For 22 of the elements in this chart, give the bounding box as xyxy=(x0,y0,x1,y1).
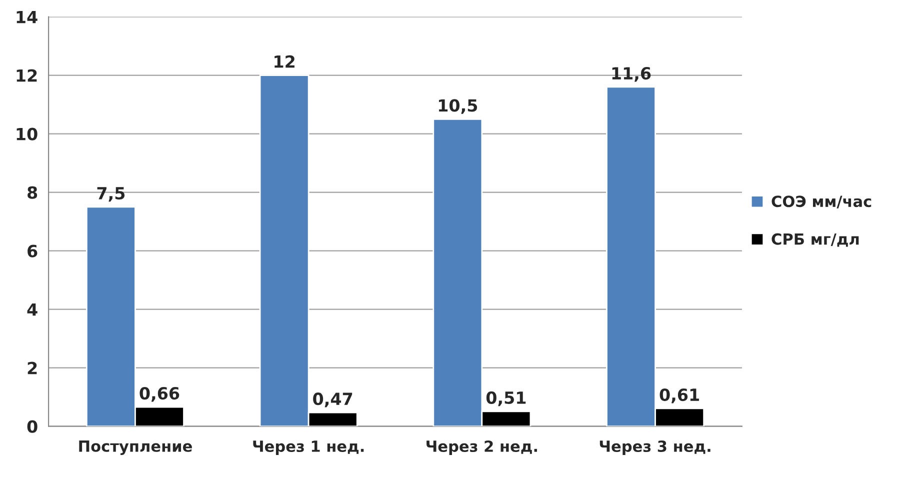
data-label: 0,51 xyxy=(486,391,526,406)
data-label: 0,47 xyxy=(313,392,352,408)
x-tick-label: Через 3 нед. xyxy=(600,440,710,455)
data-label: 12 xyxy=(274,55,294,68)
legend-label: СРБ мг/дл xyxy=(772,233,859,247)
legend-label: СОЭ мм/час xyxy=(772,196,872,208)
y-tick-label: 14 xyxy=(16,10,38,24)
x-tick-label: Поступление xyxy=(79,440,192,455)
y-tick-label: 8 xyxy=(28,186,38,199)
y-tick-label: 10 xyxy=(16,128,38,140)
y-tick-label: 4 xyxy=(27,303,38,316)
data-label: 0,61 xyxy=(660,388,699,404)
x-tick-label: Через 1 нед. xyxy=(253,440,364,455)
data-label: 0,66 xyxy=(140,387,180,402)
data-label: 7,5 xyxy=(97,187,125,202)
y-tick-label: 12 xyxy=(16,69,37,82)
data-label: 11,6 xyxy=(612,66,651,82)
y-tick-label: 2 xyxy=(28,362,37,374)
y-tick-label: 6 xyxy=(28,244,38,258)
y-tick-label: 0 xyxy=(27,420,38,433)
data-label: 10,5 xyxy=(438,99,478,114)
x-tick-label: Через 2 нед. xyxy=(426,440,537,455)
